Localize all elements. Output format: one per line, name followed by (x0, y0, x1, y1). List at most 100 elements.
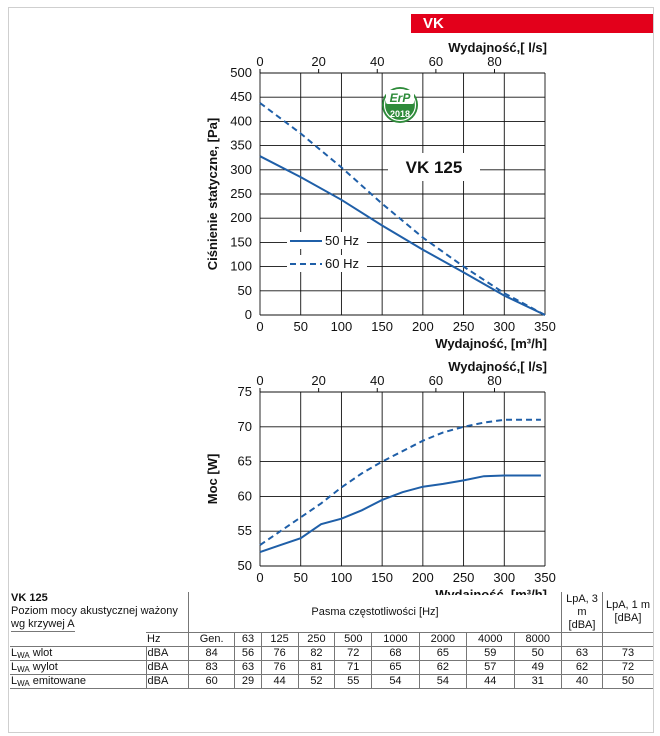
y-tick-label: 150 (230, 234, 252, 249)
x-tick-label: 300 (493, 570, 515, 585)
y-axis-title: Moc [W] (205, 454, 220, 505)
row-value: 55 (334, 674, 373, 689)
row-lpa1: 72 (602, 660, 653, 675)
legend-label: 50 Hz (325, 233, 359, 248)
x2-axis-title: Wydajność,[ l/s] (448, 40, 547, 55)
x2-axis-title: Wydajność,[ l/s] (448, 359, 547, 374)
series-50-hz (259, 474, 541, 554)
y-tick-label: 55 (238, 523, 252, 538)
table-row: LWA emitowane dBA 60 29 44 52 55 54 54 44 31 40 50 (10, 674, 653, 689)
x-axis-title: Wydajność, [m³/h] (435, 587, 547, 595)
row-value: 76 (260, 646, 299, 661)
x-tick-label: 100 (331, 570, 353, 585)
y-axis-title: Ciśnienie statyczne, [Pa] (205, 118, 220, 270)
x-tick-label: 0 (256, 319, 263, 334)
row-lpa3: 62 (561, 660, 603, 675)
row-value: 59 (466, 646, 515, 661)
row-value: 44 (260, 674, 299, 689)
series-60-hz (259, 102, 546, 316)
x-tick-label: 350 (534, 319, 556, 334)
row-lpa1: 73 (602, 646, 653, 661)
row-label: LWA wylot (10, 660, 147, 675)
y-tick-label: 250 (230, 186, 252, 201)
row-value: 84 (187, 646, 236, 661)
x2-tick-label: 40 (370, 54, 384, 69)
band-header: Gen. (187, 632, 236, 647)
row-value: 29 (234, 674, 262, 689)
row-value: 65 (418, 646, 468, 661)
x-tick-label: 150 (371, 319, 393, 334)
row-value: 31 (513, 674, 562, 689)
row-value: 62 (418, 660, 468, 675)
row-value: 50 (513, 646, 562, 661)
row-value: 65 (371, 660, 420, 675)
y-tick-label: 500 (230, 65, 252, 80)
model-tag: VK (411, 14, 653, 33)
erp-badge-year: 2018 (390, 109, 410, 119)
table-desc-2: wg krzywej A (11, 618, 75, 632)
x-tick-label: 0 (256, 570, 263, 585)
x2-tick-label: 0 (256, 373, 263, 388)
x-tick-label: 50 (293, 319, 307, 334)
power-chart: 50 55 60 65 70 75 0 50 100 150 200 250 300 350 0 20 40 60… (205, 359, 556, 595)
row-label: LWA wlot (10, 646, 147, 661)
lpa1-header: LpA, 1 m [dBA] (602, 592, 653, 633)
chart-title: VK 125 (406, 158, 463, 177)
x-axis-title: Wydajność, [m³/h] (435, 336, 547, 351)
row-label: LWA emitowane (10, 674, 147, 689)
x2-tick-label: 40 (370, 373, 384, 388)
row-value: 63 (234, 660, 262, 675)
x-tick-label: 250 (453, 570, 475, 585)
row-value: 72 (334, 646, 373, 661)
row-value: 82 (297, 646, 336, 661)
erp-badge-label-bg (386, 90, 414, 104)
chart-title-bg (388, 153, 480, 181)
hz-label: Hz (146, 632, 189, 647)
row-value: 68 (371, 646, 420, 661)
band-header: 2000 (418, 632, 468, 647)
page-frame (8, 7, 654, 733)
y-tick-label: 350 (230, 138, 252, 153)
row-unit: dBA (145, 674, 189, 689)
row-value: 71 (334, 660, 373, 675)
x2-tick-label: 20 (311, 373, 325, 388)
band-header: 1000 (371, 632, 420, 647)
x-tick-label: 350 (534, 570, 556, 585)
lpa-empty (602, 632, 653, 647)
x-tick-label: 200 (412, 319, 434, 334)
row-value: 60 (187, 674, 236, 689)
band-header: 63 (234, 632, 262, 647)
row-value: 49 (513, 660, 562, 675)
row-value: 76 (260, 660, 299, 675)
x-tick-label: 300 (493, 319, 515, 334)
table-model: VK 125 (11, 592, 48, 604)
y-tick-label: 65 (238, 454, 252, 469)
row-value: 44 (466, 674, 515, 689)
y-tick-label: 70 (238, 419, 252, 434)
series-60-hz (259, 418, 541, 546)
row-value: 52 (297, 674, 336, 689)
row-lpa3: 40 (561, 674, 603, 689)
legend-label: 60 Hz (325, 256, 359, 271)
legend-bg (287, 255, 367, 272)
row-value: 56 (234, 646, 262, 661)
row-unit: dBA (145, 646, 189, 661)
table-row: LWA wlot dBA 84 56 76 82 72 68 65 59 50 63 73 (10, 646, 653, 661)
x2-tick-label: 80 (487, 54, 501, 69)
table-header-left: VK 125 Poziom mocy akustycznej ważony wg… (10, 592, 189, 633)
x-tick-label: 150 (371, 570, 393, 585)
row-lpa3: 63 (561, 646, 603, 661)
x-tick-label: 100 (331, 319, 353, 334)
y-tick-label: 100 (230, 259, 252, 274)
bands-title: Pasma częstotliwości [Hz] (188, 592, 562, 633)
y-tick-label: 50 (238, 558, 252, 573)
series-50-hz (259, 155, 546, 316)
lpa-empty (561, 632, 603, 647)
x-tick-label: 250 (453, 319, 475, 334)
acoustic-table: VK 125 Poziom mocy akustycznej ważony wg… (10, 592, 653, 689)
row-value: 83 (187, 660, 236, 675)
y-tick-label: 450 (230, 89, 252, 104)
x-tick-label: 200 (412, 570, 434, 585)
y-tick-label: 300 (230, 162, 252, 177)
